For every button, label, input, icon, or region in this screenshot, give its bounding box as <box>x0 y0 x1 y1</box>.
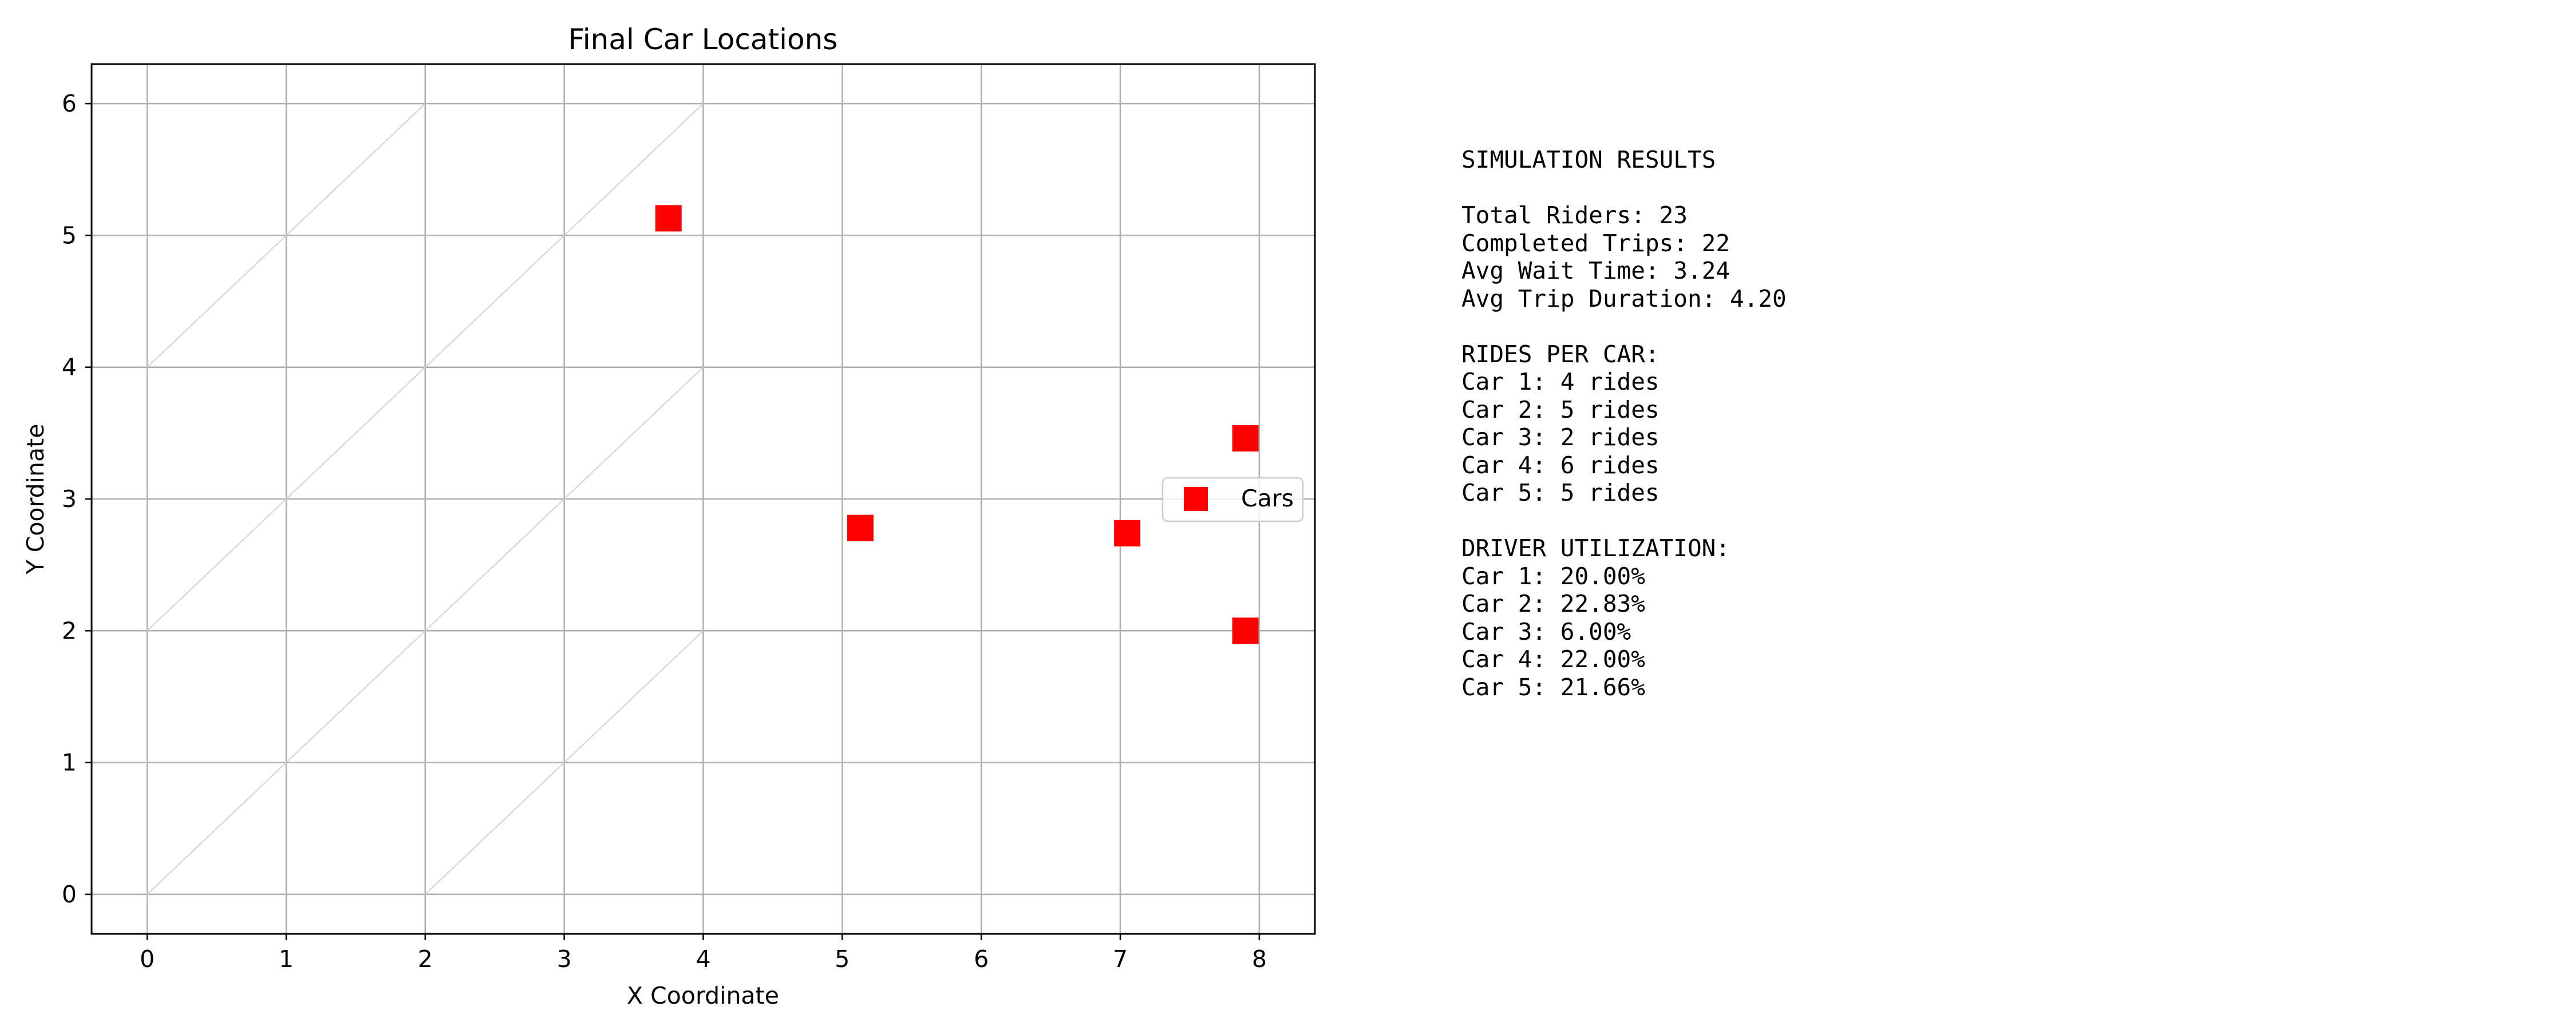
legend-label-cars: Cars <box>1241 485 1294 512</box>
y-tick-label: 6 <box>62 90 77 117</box>
road-edge <box>147 103 426 368</box>
y-tick-label: 4 <box>62 354 77 381</box>
x-tick-label: 4 <box>696 945 710 973</box>
y-tick-label: 3 <box>62 485 77 513</box>
legend-marker-cars <box>1184 487 1208 511</box>
road-edge <box>425 630 704 895</box>
results-line: Car 1: 4 rides <box>1461 368 1660 395</box>
results-line: Avg Wait Time: 3.24 <box>1461 257 1730 284</box>
x-tick-label: 7 <box>1113 945 1128 973</box>
road-edge <box>147 366 704 895</box>
car-markers <box>655 205 1259 644</box>
y-tick-label: 5 <box>62 221 77 249</box>
car-marker <box>655 205 682 232</box>
results-line: Car 2: 22.83% <box>1461 590 1645 617</box>
car-marker <box>847 514 874 541</box>
results-line: Avg Trip Duration: 4.20 <box>1461 284 1787 312</box>
axis-ticks: 0 1 2 3 4 5 6 7 8 0 1 2 3 4 5 6 <box>62 90 1267 973</box>
y-tick-label: 2 <box>62 617 77 644</box>
x-axis-label: X Coordinate <box>627 982 779 1009</box>
y-tick-label: 0 <box>62 881 77 908</box>
results-line: Car 5: 5 rides <box>1461 479 1660 506</box>
y-axis-label: Y Coordinate <box>22 424 49 575</box>
chart-title: Final Car Locations <box>568 23 838 56</box>
results-line: Completed Trips: 22 <box>1461 229 1730 257</box>
results-line: Total Riders: 23 <box>1461 201 1688 229</box>
x-tick-label: 0 <box>140 945 155 973</box>
road-network <box>147 103 704 895</box>
x-tick-label: 6 <box>974 945 989 973</box>
results-line <box>1461 507 1787 535</box>
y-tick-label: 1 <box>62 749 77 777</box>
results-line: Car 4: 6 rides <box>1461 451 1660 479</box>
legend: Cars <box>1161 477 1304 522</box>
results-line: Car 3: 6.00% <box>1461 617 1631 645</box>
results-line: Car 1: 20.00% <box>1461 562 1645 590</box>
car-marker <box>1114 520 1141 546</box>
results-line: DRIVER UTILIZATION: <box>1461 534 1730 562</box>
results-line: SIMULATION RESULTS <box>1461 146 1716 173</box>
results-line <box>1461 174 1787 202</box>
results-line <box>1461 312 1787 340</box>
car-marker <box>1232 425 1259 452</box>
x-tick-label: 5 <box>835 945 850 973</box>
x-tick-label: 2 <box>418 945 433 973</box>
results-line: RIDES PER CAR: <box>1461 340 1660 368</box>
x-tick-label: 8 <box>1252 945 1267 973</box>
results-line: Car 3: 2 rides <box>1461 423 1660 451</box>
results-line: Car 5: 21.66% <box>1461 673 1645 701</box>
results-line: Car 2: 5 rides <box>1461 395 1660 423</box>
simulation-results-panel: SIMULATION RESULTS Total Riders: 23 Comple… <box>1461 146 1787 701</box>
road-edge <box>147 103 704 632</box>
x-tick-label: 3 <box>557 945 572 973</box>
results-line: Car 4: 22.00% <box>1461 645 1645 673</box>
x-tick-label: 1 <box>279 945 294 973</box>
car-marker <box>1232 617 1259 644</box>
